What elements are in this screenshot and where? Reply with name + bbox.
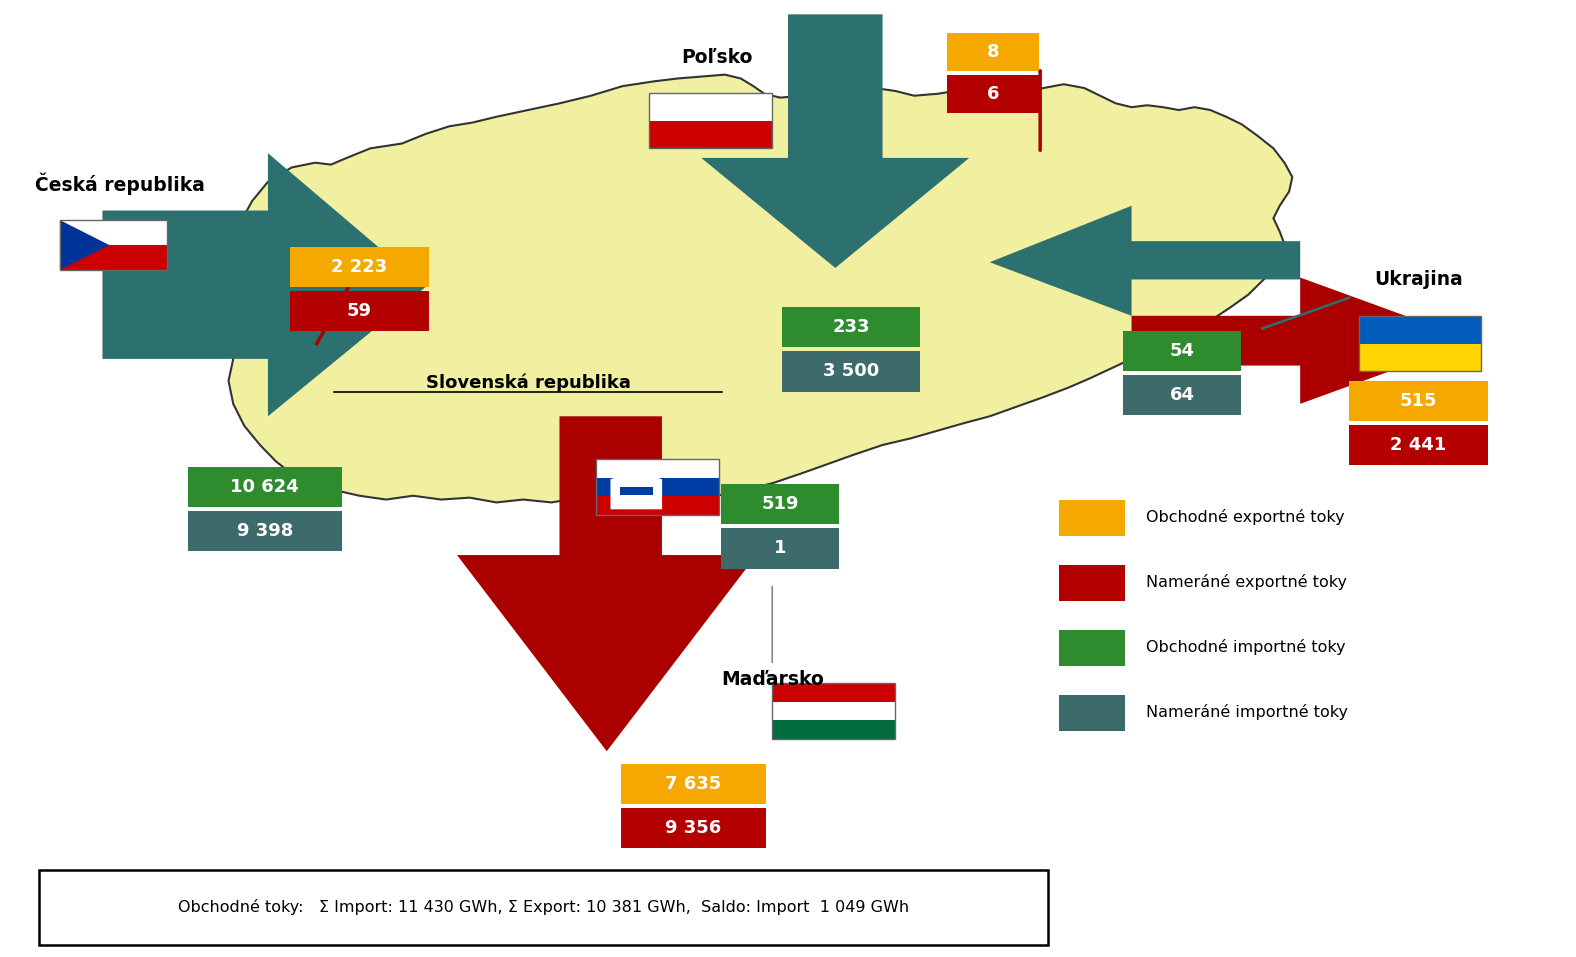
Text: Obchodné exportné toky: Obchodné exportné toky — [1146, 509, 1344, 524]
Text: 6: 6 — [987, 85, 999, 102]
FancyBboxPatch shape — [188, 511, 342, 551]
FancyBboxPatch shape — [720, 528, 838, 568]
FancyBboxPatch shape — [290, 291, 429, 331]
Bar — [1359, 316, 1481, 371]
Bar — [619, 486, 652, 496]
Text: 7 635: 7 635 — [665, 774, 722, 792]
Bar — [772, 683, 895, 701]
FancyBboxPatch shape — [1059, 630, 1125, 666]
Polygon shape — [701, 14, 969, 268]
Polygon shape — [60, 220, 109, 270]
Bar — [772, 683, 895, 739]
Bar — [649, 93, 772, 148]
Text: Nameráné importné toky: Nameráné importné toky — [1146, 704, 1347, 720]
FancyBboxPatch shape — [1059, 500, 1125, 536]
Text: Maďarsko: Maďarsko — [720, 670, 824, 689]
Text: 9 398: 9 398 — [236, 523, 293, 541]
Bar — [1359, 316, 1481, 344]
Bar — [60, 245, 167, 270]
Bar — [60, 220, 167, 245]
Text: Nameráné exportné toky: Nameráné exportné toky — [1146, 574, 1347, 590]
Text: 3 500: 3 500 — [823, 363, 879, 381]
Bar — [772, 701, 895, 721]
Polygon shape — [1132, 278, 1474, 404]
FancyBboxPatch shape — [782, 307, 920, 347]
Text: 2 441: 2 441 — [1390, 436, 1447, 455]
Text: Ukrajina: Ukrajina — [1374, 270, 1463, 289]
Bar — [596, 459, 719, 515]
FancyBboxPatch shape — [188, 467, 342, 507]
FancyBboxPatch shape — [1349, 425, 1488, 465]
Text: Česká republika: Česká republika — [35, 172, 205, 195]
Text: 233: 233 — [832, 318, 870, 336]
Text: Poľsko: Poľsko — [681, 48, 752, 67]
FancyBboxPatch shape — [621, 808, 766, 848]
FancyBboxPatch shape — [947, 33, 1039, 71]
FancyBboxPatch shape — [290, 247, 429, 287]
FancyBboxPatch shape — [720, 484, 838, 524]
Bar — [60, 220, 167, 270]
Bar — [596, 478, 719, 497]
FancyBboxPatch shape — [1122, 375, 1240, 415]
Text: 59: 59 — [347, 302, 372, 321]
Bar — [1359, 344, 1481, 371]
Polygon shape — [990, 206, 1300, 316]
Text: 519: 519 — [761, 495, 799, 513]
FancyBboxPatch shape — [39, 870, 1048, 945]
Bar — [649, 121, 772, 148]
Text: 1: 1 — [774, 540, 786, 558]
FancyBboxPatch shape — [1059, 695, 1125, 731]
Text: 64: 64 — [1169, 387, 1195, 405]
Polygon shape — [102, 153, 426, 416]
Text: 2 223: 2 223 — [331, 257, 388, 276]
Bar — [772, 721, 895, 739]
Polygon shape — [457, 416, 756, 751]
Polygon shape — [610, 469, 662, 509]
Text: 515: 515 — [1399, 391, 1437, 410]
Bar — [596, 497, 719, 515]
Text: 8: 8 — [987, 43, 999, 60]
Text: Slovenská republika: Slovenská republika — [426, 373, 630, 392]
Text: 54: 54 — [1169, 342, 1195, 360]
FancyBboxPatch shape — [1349, 381, 1488, 421]
Bar — [649, 93, 772, 121]
FancyBboxPatch shape — [1059, 565, 1125, 601]
FancyBboxPatch shape — [782, 351, 920, 391]
Polygon shape — [229, 75, 1292, 502]
Bar — [596, 459, 719, 478]
Text: 10 624: 10 624 — [230, 478, 299, 496]
Text: Obchodné importné toky: Obchodné importné toky — [1146, 639, 1346, 655]
FancyBboxPatch shape — [947, 75, 1039, 113]
Text: 9 356: 9 356 — [665, 819, 722, 837]
FancyBboxPatch shape — [621, 764, 766, 804]
FancyBboxPatch shape — [1122, 331, 1240, 371]
Text: Obchodné toky:   Σ Import: 11 430 GWh, Σ Export: 10 381 GWh,  Saldo: Import  1 0: Obchodné toky: Σ Import: 11 430 GWh, Σ E… — [178, 900, 909, 915]
